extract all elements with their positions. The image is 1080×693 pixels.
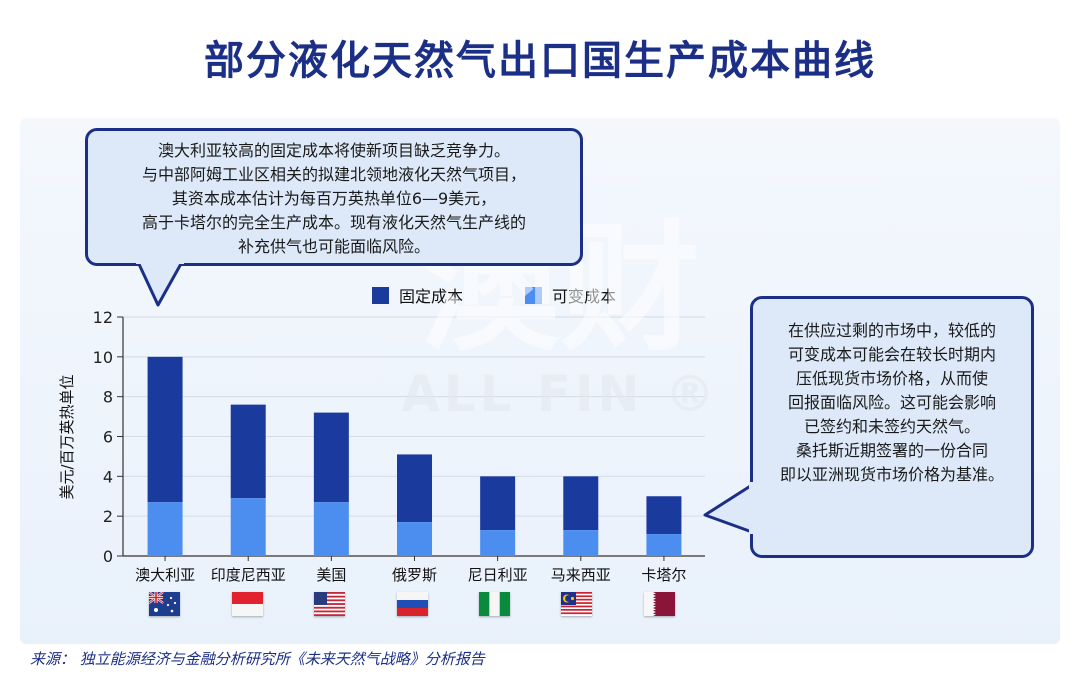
- bar-variable: [397, 522, 432, 556]
- callout-right-line: 压低现货市场价格，从而使: [795, 369, 988, 388]
- bar-fixed: [313, 412, 349, 503]
- russia-flag: [397, 592, 428, 616]
- bar-fixed: [147, 356, 183, 503]
- callout-right-line: 即以亚洲现货市场价格为基准。: [779, 465, 1004, 484]
- bar-fixed: [397, 454, 432, 523]
- callout-right-line: 已签约和未签约天然气。: [803, 417, 980, 436]
- y-tick-label: 6: [103, 428, 113, 447]
- callout-right-line: 桑托斯近期签署的一份合同: [795, 441, 988, 460]
- callout-right-line: 可变成本可能会在较长时期内: [787, 345, 996, 364]
- nigeria-flag: [479, 592, 510, 616]
- bar-variable: [563, 530, 599, 556]
- callout-left-line: 澳大利亚较高的固定成本将使新项目缺乏竞争力。: [157, 141, 510, 160]
- legend-label: 固定成本: [399, 287, 463, 306]
- x-tick-label: 印度尼西亚: [211, 566, 286, 584]
- bar-variable: [230, 498, 266, 556]
- callout-left: 澳大利亚较高的固定成本将使新项目缺乏竞争力。 与中部阿姆工业区相关的拟建北领地液…: [85, 128, 583, 266]
- bar-variable: [480, 530, 516, 556]
- bar-fixed: [230, 404, 266, 499]
- x-tick-label: 马来西亚: [551, 566, 611, 584]
- x-tick-label: 尼日利亚: [468, 566, 528, 584]
- page-title: 部分液化天然气出口国生产成本曲线: [204, 38, 876, 84]
- callout-left-line: 其资本成本估计为每百万英热单位6—9美元，: [171, 189, 497, 208]
- callout-right-line: 回报面临风险。这可能会影响: [787, 393, 996, 412]
- x-tick-label: 俄罗斯: [392, 566, 437, 584]
- y-axis-label: 美元/百万英热单位: [58, 374, 76, 499]
- qatar-flag: [644, 592, 675, 616]
- legend-label: 可变成本: [552, 287, 616, 306]
- bar-fixed: [563, 476, 599, 531]
- indonesia-flag: [232, 592, 263, 616]
- x-tick-label: 美国: [316, 566, 346, 584]
- usa-flag: [314, 592, 345, 616]
- legend-swatch: [372, 287, 389, 304]
- callout-left-line: 补充供气也可能面临风险。: [237, 237, 430, 256]
- australia-flag: [148, 591, 180, 616]
- y-tick-label: 4: [103, 467, 113, 486]
- bar-fixed: [480, 476, 516, 531]
- callout-left-line: 高于卡塔尔的完全生产成本。现有液化天然气生产线的: [141, 213, 526, 232]
- x-tick-label: 卡塔尔: [641, 566, 686, 584]
- bar-variable: [147, 502, 183, 556]
- bar-variable: [646, 534, 682, 556]
- malaysia-flag: [561, 592, 592, 616]
- bar-variable: [313, 502, 349, 556]
- y-tick-label: 10: [93, 348, 113, 367]
- y-tick-label: 2: [103, 507, 113, 526]
- bar-fixed: [646, 496, 682, 535]
- callout-right-line: 在供应过剩的市场中，较低的: [787, 321, 996, 340]
- y-tick-label: 12: [93, 308, 113, 327]
- y-tick-label: 0: [103, 547, 113, 566]
- source-note: 来源： 独立能源经济与金融分析研究所《未来天然气战略》分析报告: [30, 650, 485, 668]
- x-tick-label: 澳大利亚: [135, 566, 195, 584]
- callout-left-line: 与中部阿姆工业区相关的拟建北领地液化天然气项目，: [141, 165, 526, 184]
- y-tick-label: 8: [103, 388, 113, 407]
- callout-right: 在供应过剩的市场中，较低的 可变成本可能会在较长时期内 压低现货市场价格，从而使…: [750, 296, 1034, 558]
- legend-swatch: [525, 287, 542, 304]
